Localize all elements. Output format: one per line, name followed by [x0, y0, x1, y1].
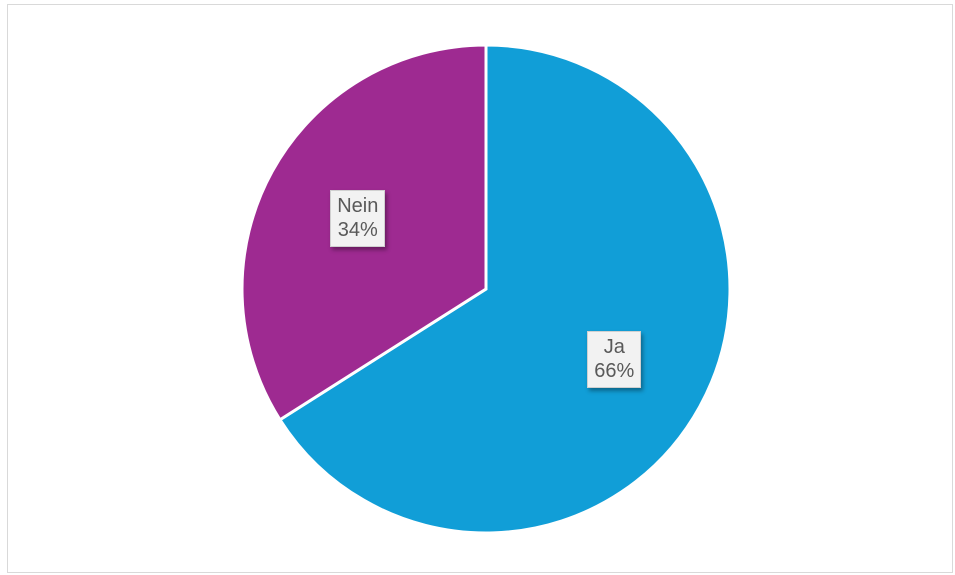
data-label-category: Ja: [603, 336, 625, 359]
data-label-ja: Ja 66%: [587, 331, 642, 389]
data-label-category: Nein: [337, 194, 379, 217]
pie-slice-ja: [277, 43, 732, 535]
data-label-nein: Nein 34%: [330, 189, 386, 247]
data-label-value: 34%: [337, 218, 378, 241]
data-label-value: 66%: [594, 360, 635, 383]
